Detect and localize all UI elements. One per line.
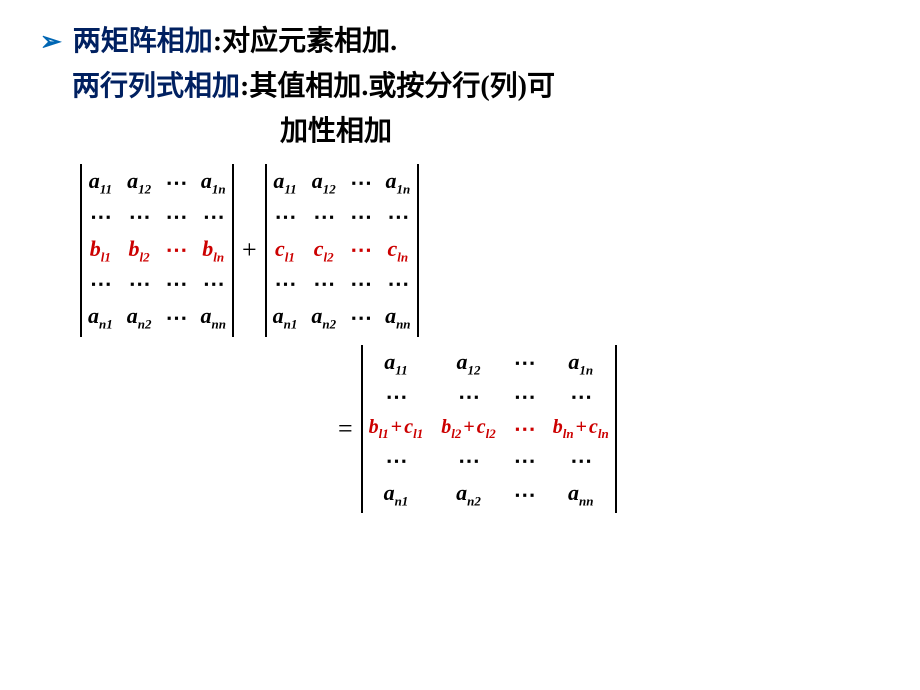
matrix-cell: ⋯ [570, 448, 591, 474]
det-bar [615, 345, 617, 514]
matrix-cell: ⋯ [90, 204, 111, 230]
matrix-cell: a12 [456, 349, 480, 378]
matrix-cell: an1 [384, 480, 409, 509]
matrix-cell: ⋯ [165, 305, 186, 331]
matrix-cell: ⋯ [350, 204, 371, 230]
det-bar [417, 164, 419, 336]
equation-row-2: = a11 a12 ⋯ a1n ⋯ ⋯ ⋯ ⋯ bl1+cl1 bl2+cl2 ⋯ bln+cln ⋯ ⋯… [330, 345, 880, 514]
matrix-cell: ⋯ [129, 204, 150, 230]
colon2: : [240, 71, 249, 102]
line-3: 加性相加 [40, 110, 880, 155]
matrix-cell: a1n [568, 349, 593, 378]
line-1: ➢ 两矩阵相加:对应元素相加. [40, 20, 880, 65]
matrix-cell: ⋯ [203, 271, 224, 297]
matrix-cell: ⋯ [165, 237, 186, 263]
matrix-cell: a12 [312, 168, 336, 197]
matrix-cell: ⋯ [90, 271, 111, 297]
matrix-cell: an2 [456, 480, 481, 509]
matrix-cell: ⋯ [165, 204, 186, 230]
matrix-cell: an2 [127, 303, 152, 332]
matrix-1: a11 a12 ⋯ a1n ⋯ ⋯ ⋯ ⋯ bl1 bl2 ⋯ bln ⋯ ⋯ ⋯ ⋯ an1 an2 ⋯ ann [82, 164, 232, 336]
matrix-cell: ⋯ [274, 204, 295, 230]
matrix-cell: ⋯ [350, 271, 371, 297]
matrix-cell: ⋯ [165, 271, 186, 297]
matrix-cell: ann [568, 480, 593, 509]
matrix-cell: bl2 [129, 236, 150, 265]
matrix-cell: ⋯ [458, 448, 479, 474]
equals-operator: = [330, 414, 361, 444]
matrix-cell: bl1+cl1 [369, 416, 424, 442]
matrix-cell: bl1 [90, 236, 111, 265]
matrix-cell: ⋯ [570, 384, 591, 410]
determinant-1: a11 a12 ⋯ a1n ⋯ ⋯ ⋯ ⋯ bl1 bl2 ⋯ bln ⋯ ⋯ ⋯ ⋯ an1 an2 ⋯ ann [80, 164, 234, 336]
matrix-cell: an1 [88, 303, 113, 332]
equation-row-1: a11 a12 ⋯ a1n ⋯ ⋯ ⋯ ⋯ bl1 bl2 ⋯ bln ⋯ ⋯ ⋯ ⋯ an1 an2 ⋯ ann +… [80, 164, 880, 336]
matrix-cell: a12 [127, 168, 151, 197]
matrix-cell: cln [388, 236, 409, 265]
matrix-cell: ⋯ [514, 448, 535, 474]
matrix-cell: ⋯ [129, 271, 150, 297]
matrix-cell: ⋯ [514, 350, 535, 376]
matrix-cell: ⋯ [514, 416, 535, 442]
matrix-cell: a1n [201, 168, 226, 197]
bullet-icon: ➢ [40, 26, 62, 56]
matrix-3: a11 a12 ⋯ a1n ⋯ ⋯ ⋯ ⋯ bl1+cl1 bl2+cl2 ⋯ bln+cln ⋯ ⋯ ⋯ ⋯… [363, 345, 615, 514]
matrix-2: a11 a12 ⋯ a1n ⋯ ⋯ ⋯ ⋯ cl1 cl2 ⋯ cln ⋯ ⋯ ⋯ ⋯ an1 an2 ⋯ ann [267, 164, 417, 336]
matrix-cell: ⋯ [385, 384, 406, 410]
plus-operator: + [234, 235, 265, 265]
determinant-3: a11 a12 ⋯ a1n ⋯ ⋯ ⋯ ⋯ bl1+cl1 bl2+cl2 ⋯ bln+cln ⋯ ⋯ ⋯ ⋯… [361, 345, 617, 514]
matrix-cell: ⋯ [387, 204, 408, 230]
matrix-cell: ⋯ [514, 384, 535, 410]
matrix-cell: bl2+cl2 [441, 416, 496, 442]
matrix-cell: ⋯ [385, 448, 406, 474]
matrix-cell: a1n [385, 168, 410, 197]
matrix-cell: ⋯ [203, 204, 224, 230]
line1-blue: 两矩阵相加 [73, 26, 213, 57]
matrix-cell: ann [385, 303, 410, 332]
line2-blue: 两行列式相加 [72, 71, 240, 102]
matrix-cell: ⋯ [313, 204, 334, 230]
matrix-cell: bln [202, 236, 224, 265]
matrix-cell: ⋯ [514, 482, 535, 508]
matrix-cell: ann [200, 303, 225, 332]
determinant-2: a11 a12 ⋯ a1n ⋯ ⋯ ⋯ ⋯ cl1 cl2 ⋯ cln ⋯ ⋯ ⋯ ⋯ an1 an2 ⋯ ann [265, 164, 419, 336]
matrix-cell: an1 [273, 303, 298, 332]
matrix-cell: ⋯ [350, 237, 371, 263]
matrix-cell: ⋯ [165, 170, 186, 196]
matrix-cell: ⋯ [274, 271, 295, 297]
line1-black: 对应元素相加. [222, 26, 397, 57]
matrix-cell: ⋯ [387, 271, 408, 297]
matrix-cell: a11 [89, 168, 112, 197]
matrix-cell: ⋯ [313, 271, 334, 297]
line2c: 加性相加 [280, 116, 392, 147]
matrix-cell: an2 [311, 303, 336, 332]
line2-black: 其值相加.或按分行(列)可 [249, 71, 555, 102]
matrix-cell: a11 [273, 168, 296, 197]
matrix-cell: a11 [384, 349, 407, 378]
line-2: 两行列式相加:其值相加.或按分行(列)可 [40, 65, 880, 110]
colon1: : [213, 26, 222, 57]
slide-content: ➢ 两矩阵相加:对应元素相加. 两行列式相加:其值相加.或按分行(列)可 加性相… [40, 20, 880, 513]
matrix-cell: cl2 [314, 236, 334, 265]
matrix-cell: ⋯ [458, 384, 479, 410]
matrix-cell: ⋯ [350, 170, 371, 196]
matrix-cell: bln+cln [553, 416, 609, 442]
matrix-cell: ⋯ [350, 305, 371, 331]
matrix-cell: cl1 [275, 236, 295, 265]
